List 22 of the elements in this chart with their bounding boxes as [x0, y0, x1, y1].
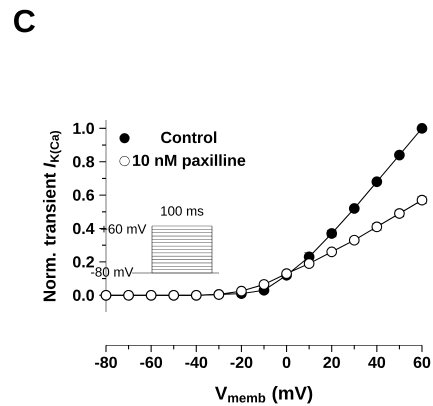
x-tick-label: 60 [414, 356, 430, 368]
y-tick-label: 0.8 [73, 156, 94, 168]
y-tick-label: 0.6 [73, 189, 94, 201]
x-tick-label: -80 [95, 356, 117, 368]
legend-label: 10 nM paxilline [133, 154, 246, 170]
x-tick-label: 40 [368, 356, 386, 368]
x-tick-label: -60 [140, 356, 162, 368]
y-tick-label: 0.0 [73, 290, 94, 301]
legend-label: Control [161, 131, 216, 144]
x-tick-label: -20 [230, 356, 252, 368]
x-tick-label: -40 [185, 356, 208, 368]
annotation: +60 mV [100, 224, 146, 234]
x-tick-label: 0 [282, 356, 290, 368]
chart-title: C [14, 10, 35, 32]
y-tick-label: 1.0 [73, 122, 94, 134]
annotation: 100 ms [161, 206, 204, 216]
x-axis-title: V$_{memb}$ (mV) [214, 386, 312, 404]
y-tick-label: 0.4 [73, 222, 95, 234]
x-tick-label: 20 [323, 356, 340, 368]
y-axis-title: Norm. transient I$_{K(Ca)}$ [42, 130, 62, 302]
y-tick-label: 0.2 [73, 256, 94, 268]
annotation: -80 mV [91, 267, 134, 277]
